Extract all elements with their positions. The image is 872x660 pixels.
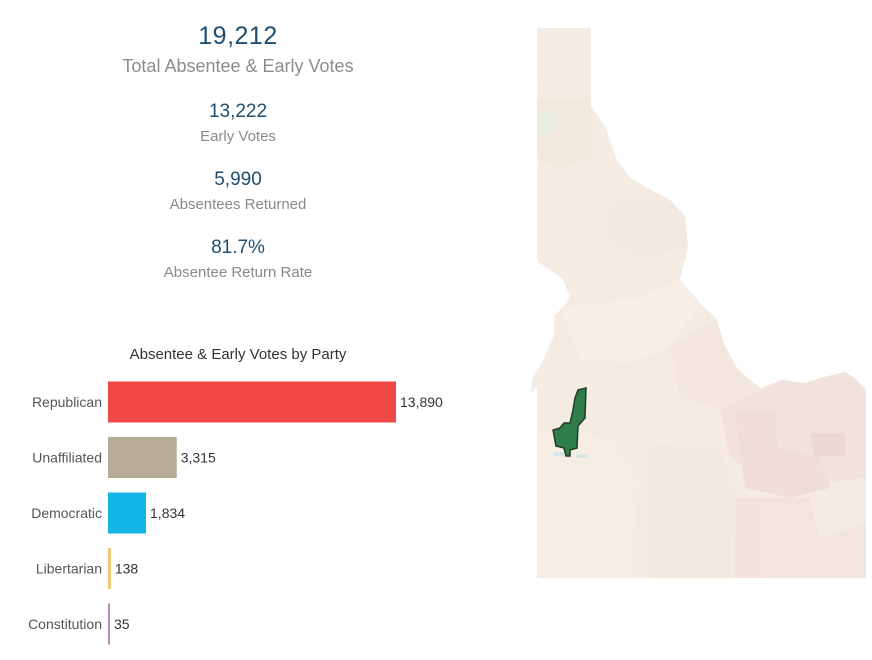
value-label-libertarian: 138: [115, 561, 139, 577]
highlighted-county[interactable]: [552, 387, 587, 457]
bar-unaffiliated[interactable]: [108, 437, 177, 478]
category-label-libertarian: Libertarian: [36, 561, 102, 577]
category-label-constitution: Constitution: [28, 616, 102, 632]
category-label-democratic: Democratic: [31, 505, 102, 521]
value-label-unaffiliated: 3,315: [181, 450, 216, 466]
absentees-returned-value: 5,990: [214, 169, 262, 190]
bar-libertarian[interactable]: [108, 548, 111, 589]
chart-title: Absentee & Early Votes by Party: [129, 346, 347, 363]
party-bar-chart: Republican 13,890 Unaffiliated 3,315 Democra…: [28, 381, 443, 645]
total-votes-label: Total Absentee & Early Votes: [122, 56, 354, 76]
early-votes-value: 13,222: [208, 101, 268, 122]
return-rate-value: 81.7%: [211, 237, 265, 258]
value-label-democratic: 1,834: [150, 505, 185, 521]
city-markers: [554, 452, 588, 458]
value-label-constitution: 35: [114, 616, 130, 632]
bar-democratic[interactable]: [108, 492, 147, 534]
total-votes-value: 19,212: [198, 22, 278, 50]
county-shading: [537, 98, 866, 578]
absentees-returned-label: Absentees Returned: [169, 196, 307, 213]
idaho-county-map[interactable]: [520, 18, 870, 583]
value-label-republican: 13,890: [400, 394, 443, 410]
bar-republican[interactable]: [108, 381, 396, 423]
bar-constitution[interactable]: [108, 603, 110, 645]
category-label-unaffiliated: Unaffiliated: [32, 450, 102, 466]
early-votes-label: Early Votes: [200, 128, 276, 145]
category-label-republican: Republican: [32, 394, 102, 410]
return-rate-label: Absentee Return Rate: [163, 264, 313, 281]
